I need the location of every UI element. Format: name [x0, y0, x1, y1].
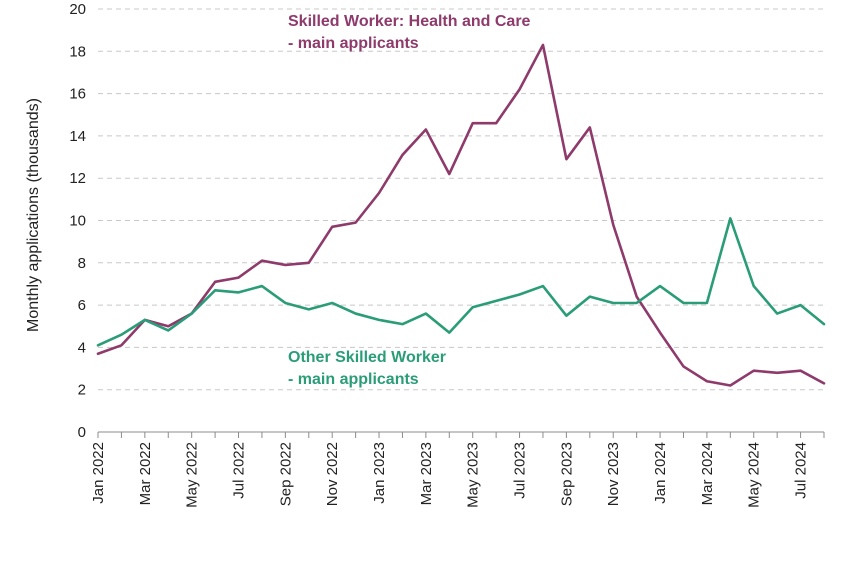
x-tick-label-mar-2022: Mar 2022: [137, 442, 154, 505]
series-label-health-care: Skilled Worker: Health and Care - main a…: [288, 13, 531, 52]
x-tick-label-sep-2023: Sep 2023: [558, 442, 575, 506]
x-tick-label-may-2024: May 2024: [746, 442, 763, 508]
series-line-0: [96, 43, 826, 387]
y-tick-labels: 0 2 4 6 8 10 12 14 16 18 20: [69, 1, 86, 441]
y-tick-label-16: 16: [69, 86, 86, 103]
y-tick-label-6: 6: [78, 297, 86, 314]
series-label-other-line1: Other Skilled Worker: [288, 349, 446, 366]
x-tick-label-jan-2024: Jan 2024: [652, 442, 669, 504]
y-tick-label-4: 4: [78, 339, 86, 356]
x-tick-label-jan-2022: Jan 2022: [90, 442, 107, 504]
series-label-other-line2: - main applicants: [288, 371, 419, 388]
y-tick-label-8: 8: [78, 255, 86, 272]
x-tick-label-mar-2023: Mar 2023: [418, 442, 435, 505]
x-tick-label-sep-2022: Sep 2022: [277, 442, 294, 506]
x-tick-label-may-2022: May 2022: [184, 442, 201, 508]
x-tick-label-jul-2024: Jul 2024: [793, 442, 810, 499]
axes: [97, 431, 825, 438]
y-tick-label-12: 12: [69, 170, 86, 187]
series-label-health-care-line1: Skilled Worker: Health and Care: [288, 13, 531, 30]
y-tick-label-20: 20: [69, 1, 86, 18]
y-tick-label-18: 18: [69, 43, 86, 60]
x-tick-label-nov-2023: Nov 2023: [605, 442, 622, 506]
x-tick-label-may-2023: May 2023: [465, 442, 482, 508]
y-tick-label-0: 0: [78, 424, 86, 441]
y-axis-label: Monthly applications (thousands): [25, 98, 42, 332]
x-tick-label-jul-2023: Jul 2023: [512, 442, 529, 499]
x-tick-labels: Jan 2022 Mar 2022 May 2022 Jul 2022 Sep 2022…: [90, 442, 810, 508]
x-tick-label-mar-2024: Mar 2024: [699, 442, 716, 505]
x-tick-label-jan-2023: Jan 2023: [371, 442, 388, 504]
series-line-1: [96, 217, 826, 347]
series-label-other: Other Skilled Worker - main applicants: [288, 349, 446, 388]
y-tick-label-2: 2: [78, 382, 86, 399]
gridlines: [98, 8, 824, 391]
series-label-health-care-line2: - main applicants: [288, 35, 419, 52]
x-tick-label-jul-2022: Jul 2022: [231, 442, 248, 499]
x-tick-label-nov-2022: Nov 2022: [324, 442, 341, 506]
series-lines: [96, 43, 826, 387]
y-tick-label-14: 14: [69, 128, 86, 145]
y-tick-label-10: 10: [69, 213, 86, 230]
